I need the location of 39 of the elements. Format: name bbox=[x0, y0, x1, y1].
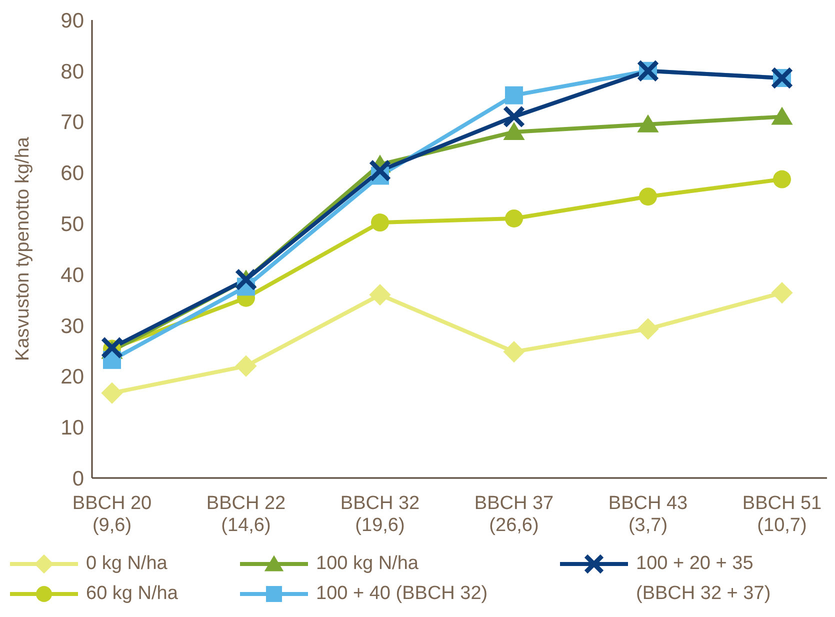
y-tick-label: 0 bbox=[72, 467, 84, 490]
point bbox=[505, 86, 523, 104]
point bbox=[368, 159, 392, 182]
point bbox=[503, 340, 525, 363]
y-tick-label: 10 bbox=[60, 416, 84, 440]
legend-label: 60 kg N/ha bbox=[86, 582, 178, 606]
point bbox=[100, 336, 124, 359]
x-tick-label: BBCH 32 (19,6) bbox=[340, 493, 420, 536]
legend-label: 100 kg N/ha bbox=[316, 552, 418, 576]
y-tick-label: 50 bbox=[60, 213, 84, 236]
y-tick-label: 40 bbox=[60, 264, 84, 287]
legend-label: 0 kg N/ha bbox=[86, 552, 168, 576]
point bbox=[235, 355, 257, 377]
point bbox=[505, 209, 523, 228]
point bbox=[771, 106, 793, 125]
point bbox=[773, 170, 791, 188]
y-tick-label: 30 bbox=[60, 314, 84, 338]
point bbox=[503, 122, 525, 140]
x-tick-label: BBCH 51 (10,7) bbox=[742, 493, 822, 536]
point bbox=[502, 105, 526, 128]
point bbox=[101, 382, 123, 404]
x-tick-label: BBCH 20 (9,6) bbox=[72, 493, 152, 536]
x-tick-label: BBCH 43 (3,7) bbox=[608, 493, 688, 536]
x-tick-label: BBCH 37 (26,6) bbox=[474, 493, 554, 536]
legend-label: 100 + 40 (BBCH 32) bbox=[316, 582, 488, 606]
point bbox=[639, 188, 657, 206]
y-tick-label: 80 bbox=[60, 60, 84, 84]
y-tick-label: 60 bbox=[60, 162, 84, 186]
point bbox=[637, 318, 659, 340]
point bbox=[371, 214, 389, 232]
point bbox=[637, 114, 659, 132]
point bbox=[771, 282, 793, 304]
x-tick-label: BBCH 22 (14,6) bbox=[206, 493, 286, 536]
y-tick-label: 20 bbox=[60, 366, 84, 389]
point bbox=[369, 284, 391, 306]
legend-label: 100 + 20 + 35 (BBCH 32 + 37) bbox=[636, 552, 772, 606]
y-tick-label: 70 bbox=[60, 111, 84, 134]
y-axis-title: Kasvuston typenotto kg/ha bbox=[12, 136, 34, 361]
y-tick-label: 90 bbox=[60, 9, 84, 32]
